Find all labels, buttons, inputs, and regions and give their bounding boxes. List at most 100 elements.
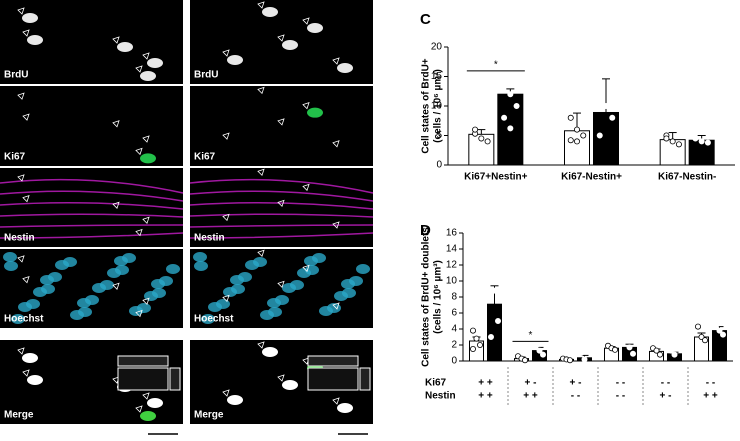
- nucleus: [194, 261, 208, 271]
- inset-strip: [169, 367, 181, 391]
- data-point: [609, 114, 616, 121]
- bar: [487, 303, 502, 362]
- data-point: [536, 347, 543, 354]
- arrowhead: [222, 132, 230, 140]
- nucleus: [238, 272, 252, 282]
- nucleus: [342, 288, 356, 298]
- cell: [307, 23, 323, 33]
- image-label: BrdU: [4, 70, 28, 81]
- inset: [117, 367, 169, 391]
- nucleus: [356, 264, 370, 274]
- arrowhead: [222, 213, 230, 222]
- image-label: Merge: [194, 410, 224, 421]
- data-point: [476, 341, 483, 348]
- data-point: [507, 91, 514, 98]
- fiber: [0, 178, 184, 194]
- data-point: [692, 135, 699, 142]
- arrowhead: [257, 341, 265, 349]
- arrowhead: [332, 397, 340, 405]
- fiber: [189, 213, 374, 218]
- row-label: Nestin: [425, 391, 456, 402]
- arrowhead: [22, 29, 30, 37]
- inset: [307, 367, 359, 391]
- arrowhead: [22, 113, 30, 121]
- arrowhead: [142, 297, 150, 305]
- data-point: [578, 349, 585, 356]
- data-point: [713, 322, 720, 329]
- arrowhead: [112, 36, 120, 44]
- nucleus: [201, 314, 215, 324]
- arrowhead: [277, 374, 285, 382]
- cell: [262, 7, 278, 17]
- data-point: [513, 103, 520, 110]
- y-axis-label: Cell states of BrdU+: [421, 58, 432, 153]
- arrowhead: [302, 102, 310, 110]
- panel-letter: D: [420, 222, 431, 239]
- y-tick-label: 8: [451, 292, 457, 303]
- significance: *: [529, 330, 533, 341]
- arrowhead: [135, 405, 143, 413]
- arrowhead: [222, 49, 230, 57]
- data-point: [668, 347, 675, 354]
- data-point: [657, 351, 664, 358]
- data-point: [695, 323, 702, 330]
- cells: [17, 7, 163, 81]
- cells: [3, 252, 180, 324]
- fiber: [189, 178, 374, 194]
- data-point: [473, 335, 480, 342]
- category-label: - -: [616, 391, 625, 402]
- image-label: Hoechst: [4, 314, 44, 325]
- arrowhead: [332, 140, 340, 148]
- cell: [262, 347, 278, 357]
- image-label: Merge: [4, 410, 34, 421]
- nucleus: [48, 272, 62, 282]
- cell: [147, 398, 163, 408]
- category-label: - -: [661, 378, 670, 389]
- data-point: [630, 350, 637, 357]
- data-point: [623, 337, 630, 344]
- data-point: [533, 342, 540, 349]
- nucleus: [193, 252, 207, 262]
- nucleus: [26, 299, 40, 309]
- data-point: [501, 114, 508, 121]
- category-label: + +: [523, 391, 538, 402]
- significance: *: [494, 60, 498, 71]
- nucleus: [253, 257, 267, 267]
- arrowhead: [332, 221, 340, 229]
- data-point: [478, 135, 485, 142]
- cells: [222, 341, 353, 413]
- data-point: [567, 137, 574, 144]
- data-point: [653, 347, 660, 354]
- y-axis-label: (cells / 10⁶ µm³): [433, 69, 444, 143]
- arrowhead: [22, 194, 30, 203]
- y-axis-label: (cells / 10⁶ µm³): [433, 260, 444, 334]
- arrowhead: [257, 1, 265, 9]
- data-point: [663, 135, 670, 142]
- arrowhead: [22, 369, 30, 377]
- data-point: [716, 327, 723, 334]
- arrowhead: [222, 294, 230, 303]
- data-point: [507, 125, 514, 132]
- cell: [337, 403, 353, 413]
- cells: [0, 174, 184, 239]
- arrowhead: [17, 174, 25, 182]
- nucleus: [63, 257, 77, 267]
- data-point: [574, 138, 581, 145]
- image-label: Ki67: [4, 152, 26, 163]
- fiber: [0, 232, 184, 239]
- data-point: [702, 337, 709, 344]
- arrowhead: [135, 147, 143, 156]
- nucleus: [3, 252, 17, 262]
- y-tick-label: 2: [451, 340, 457, 351]
- arrowhead: [302, 264, 310, 273]
- data-point: [675, 141, 682, 148]
- cell: [27, 35, 43, 45]
- data-point: [472, 126, 479, 133]
- arrowhead: [17, 255, 25, 263]
- nucleus: [78, 307, 92, 317]
- cell: [282, 380, 298, 390]
- arrowhead: [17, 347, 25, 355]
- arrowhead: [135, 228, 143, 237]
- fiber: [189, 202, 374, 210]
